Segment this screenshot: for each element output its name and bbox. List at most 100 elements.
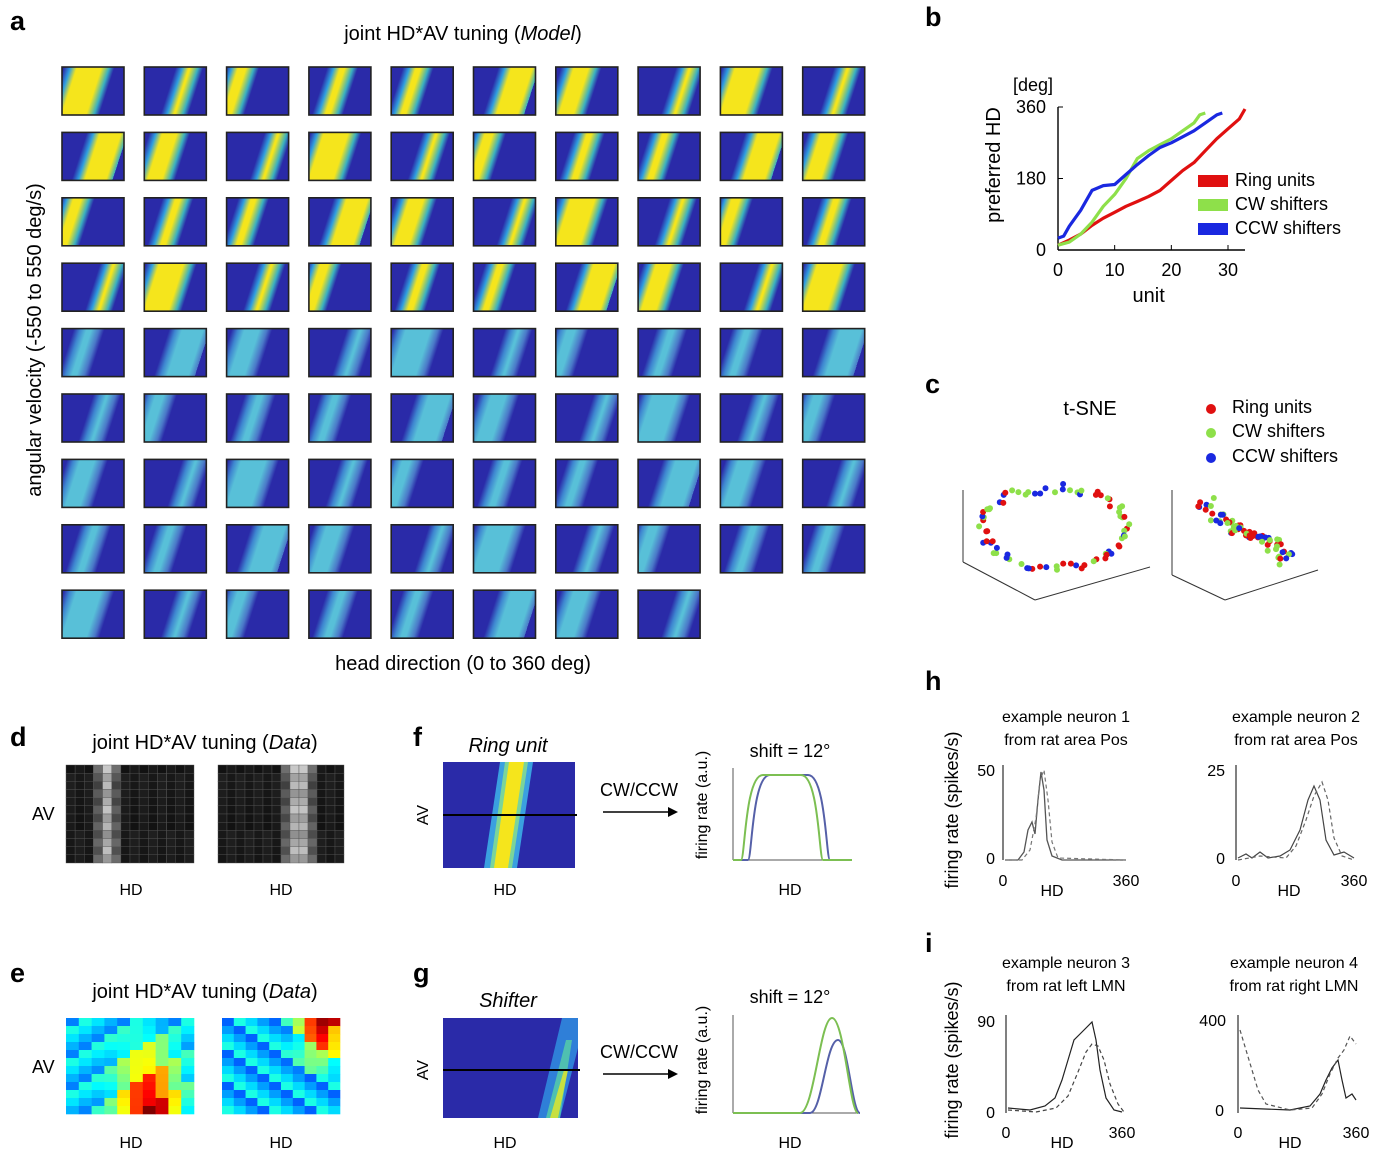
tuning-map-tile [308,393,372,443]
heatmap-cell [269,1034,282,1043]
heatmap-cell [253,781,264,790]
heatmap-cell [316,1018,329,1027]
heatmap-cell [280,830,291,839]
panel-g-shift-label: shift = 12° [750,987,831,1007]
neuron-3-trace-ccw [1007,1043,1125,1113]
heatmap-cell [142,1026,156,1035]
tsne-point [1042,485,1049,492]
heatmap-cell [257,1106,270,1115]
heatmap-cell [168,1018,182,1027]
heatmap-cell [325,822,336,831]
panel-letter-c: c [925,369,940,399]
heatmap-cell [269,1050,282,1059]
heatmap-cell [111,773,121,782]
heatmap-cell [334,830,345,839]
heatmap-cell [168,1058,182,1067]
heatmap-cell [78,1098,92,1107]
heatmap-cell [298,773,309,782]
heatmap-cell [104,1026,118,1035]
heatmap-cell [269,1018,282,1027]
tuning-map-tile [801,131,866,182]
neuron-1-ymax: 50 [977,763,995,780]
tuning-map-tile [308,66,372,116]
heatmap-cell [253,854,264,864]
heatmap-cell [289,781,300,790]
tsne-point [1224,520,1231,526]
tsne-point [1106,503,1113,510]
heatmap-cell [292,1050,305,1059]
heatmap-cell [157,773,167,782]
heatmap-cell [334,764,345,774]
heatmap-cell [328,1058,341,1067]
neuron-4-plot: example neuron 4 from rat right LMN 400 … [1199,955,1369,1152]
tuning-map-tile [637,262,701,313]
tuning-map-tile [637,393,701,443]
heatmap-cell [155,1066,169,1075]
heatmap-cell [226,846,237,856]
tsne-point [1052,489,1058,496]
heatmap-cell [130,1066,144,1075]
heatmap-cell [84,813,94,823]
neuron-3-plot: example neuron 3 from rat left LMN 90 0 … [977,955,1135,1152]
heatmap-cell [281,1098,294,1107]
heatmap-cell [226,813,237,823]
heatmap-cell [280,854,291,864]
heatmap-cell [142,1074,156,1083]
tuning-map-tile [143,523,208,574]
tsne-point [1259,538,1265,545]
b-legend-label-cw: CW shifters [1235,194,1328,214]
tuning-map-tile [637,197,701,247]
heatmap-cell [244,813,255,823]
neuron-4-trace-cw [1239,1058,1357,1111]
heatmap-cell [120,764,131,774]
heatmap-cell [271,838,282,847]
heatmap-cell [111,764,121,774]
heatmap-cell [244,854,255,864]
heatmap-cell [84,846,94,856]
heatmap-cell [281,1026,294,1035]
heatmap-cell [117,1050,131,1059]
heatmap-cell [334,797,345,807]
neuron-3-title-2: from rat left LMN [1006,978,1125,995]
neuron-1-trace-ccw [1005,767,1127,861]
tsne-point [1116,543,1123,550]
tuning-map-tile [801,262,866,313]
tsne-point [983,528,990,535]
heatmap-cell [65,805,76,815]
shifter-rate-curve-ccw [733,1038,861,1114]
heatmap-cell [111,838,121,847]
heatmap-cell [245,1034,258,1043]
heatmap-cell [78,1082,92,1091]
tuning-map-tile [801,197,866,247]
heatmap-cell [281,1090,294,1099]
heatmap-cell [235,789,246,798]
heatmap-cell [142,1042,156,1051]
heatmap-cell [120,773,131,782]
heatmap-cell [280,773,291,782]
heatmap-cell [271,813,282,823]
heatmap-cell [184,797,195,807]
heatmap-cell [91,1018,105,1027]
heatmap-cell [181,1042,195,1051]
heatmap-cell [233,1082,246,1091]
heatmap-cell [181,1018,195,1027]
heatmap-cell [66,1042,80,1051]
neuron-3-title-1: example neuron 3 [1002,955,1130,972]
heatmap-cell [269,1042,282,1051]
heatmap-cell [148,822,158,831]
tuning-map-tile [390,523,455,574]
heatmap-cell [262,805,273,815]
heatmap-cell [316,1082,329,1091]
heatmap-cell [84,789,94,798]
tsne-point [1126,521,1133,528]
tuning-map-tile [472,393,537,443]
panel-d-heatmap-1 [65,764,195,864]
panel-f-shift-label: shift = 12° [750,741,831,761]
heatmap-cell [328,1018,341,1027]
neuron-2-ymax: 25 [1207,763,1225,780]
tuning-map-tile [61,523,125,574]
heatmap-cell [111,797,121,807]
panel-g-xlabel: HD [493,1135,516,1152]
heatmap-cell [334,813,345,823]
heatmap-cell [244,822,255,831]
